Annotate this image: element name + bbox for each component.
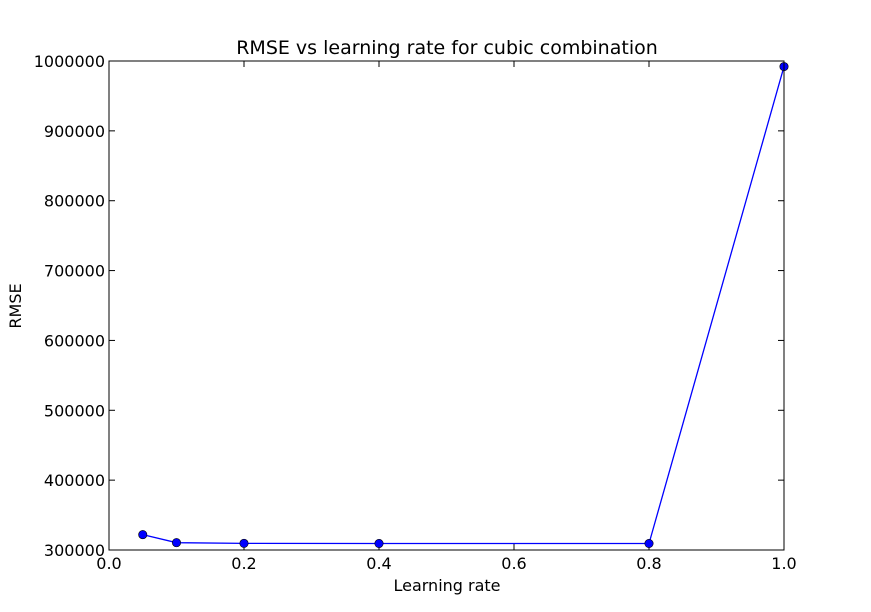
- series-layer: [138, 62, 789, 549]
- data-point: [374, 539, 384, 549]
- plot-area: [109, 61, 784, 550]
- chart-title: RMSE vs learning rate for cubic combinat…: [236, 37, 658, 59]
- data-point: [172, 538, 182, 548]
- x-tick-label: 1.0: [771, 554, 796, 573]
- x-tick-label: 0.2: [231, 554, 256, 573]
- y-tick-label: 500000: [44, 401, 105, 420]
- y-tick-label: 800000: [44, 192, 105, 211]
- data-point: [644, 539, 654, 549]
- data-point: [138, 530, 148, 540]
- x-tick-label: 0.6: [501, 554, 526, 573]
- y-tick-label: 1000000: [34, 52, 105, 71]
- tick-labels-layer: 0.0 0.2 0.4 0.6 0.8 1.0 300000 400000 500000 6000…: [34, 52, 797, 573]
- data-point: [239, 538, 249, 548]
- y-axis-label: RMSE: [6, 283, 25, 328]
- y-tick-label: 400000: [44, 471, 105, 490]
- series-line: [142, 66, 785, 545]
- y-tick-label: 700000: [44, 262, 105, 281]
- x-tick-label: 0.0: [96, 554, 121, 573]
- x-axis-label: Learning rate: [393, 576, 500, 595]
- x-tick-label: 0.4: [366, 554, 391, 573]
- plot-frame: [108, 60, 785, 551]
- y-tick-label: 300000: [44, 541, 105, 560]
- y-tick-label: 600000: [44, 331, 105, 350]
- y-tick-label: 900000: [44, 122, 105, 141]
- x-tick-label: 0.8: [636, 554, 661, 573]
